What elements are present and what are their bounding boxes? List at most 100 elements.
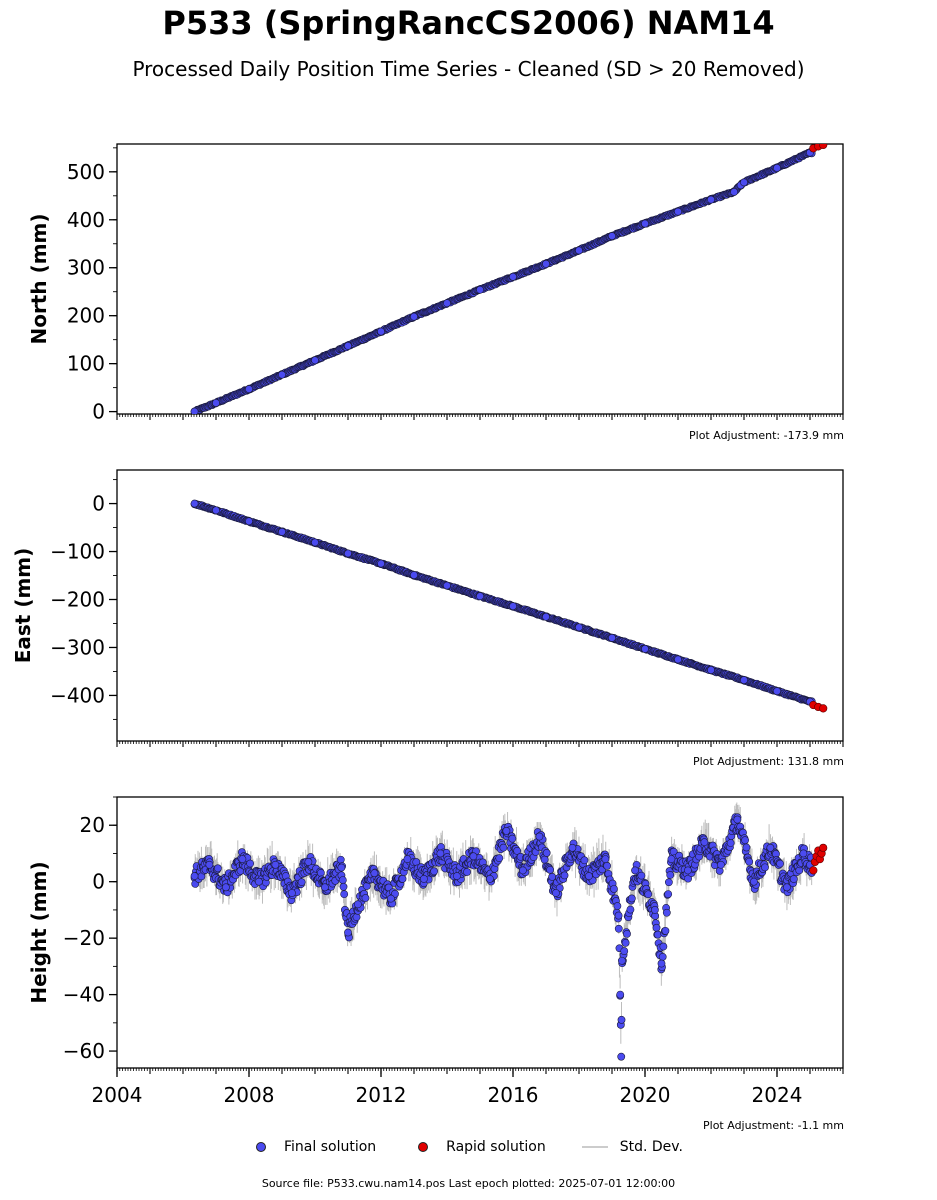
final-solution-point	[304, 858, 313, 866]
final-solution-point	[499, 843, 508, 852]
legend-std: Std. Dev.	[581, 1139, 683, 1155]
north-y-tick-label: 400	[67, 208, 105, 232]
east-plot-adjustment: Plot Adjustment: 131.8 mm	[692, 755, 844, 768]
north-y-tick-label: 100	[67, 352, 105, 376]
final-solution-point	[707, 195, 715, 204]
final-solution-point	[344, 928, 352, 937]
east-y-tick-label: −400	[50, 683, 105, 707]
north-y-tick-label: 200	[67, 304, 105, 328]
final-solution-point	[617, 1052, 626, 1061]
final-solution-point	[311, 538, 319, 547]
final-solution-point	[652, 923, 661, 932]
height-y-tick-label: 0	[92, 870, 105, 894]
final-solution-point	[623, 929, 631, 938]
x-tick-label: 2024	[752, 1083, 803, 1107]
final-solution-point	[287, 889, 296, 897]
final-solution-point	[403, 855, 412, 864]
final-solution-point	[353, 900, 362, 909]
north-y-tick-label: 300	[67, 256, 105, 280]
final-solution-point	[641, 219, 649, 228]
final-solution-point	[674, 207, 682, 216]
legend: Final solution Rapid solution Std. Dev.	[250, 1136, 719, 1158]
final-solution-point	[617, 1015, 626, 1024]
final-solution-point	[700, 838, 709, 847]
final-solution-point	[542, 612, 550, 621]
final-solution-point	[410, 312, 418, 321]
east-y-tick-label: −300	[50, 635, 105, 659]
final-solution-point	[717, 860, 725, 869]
final-solution-point	[509, 602, 517, 611]
final-solution-point	[370, 869, 379, 878]
final-solution-point	[361, 894, 370, 902]
final-solution-point	[377, 327, 385, 336]
final-solution-point	[603, 861, 611, 870]
final-solution-point	[419, 874, 428, 883]
final-solution-point	[707, 666, 715, 674]
legend-final-label: Final solution	[284, 1139, 377, 1155]
final-solution-point	[340, 890, 349, 899]
final-solution-point	[238, 855, 247, 864]
final-solution-point	[684, 874, 692, 883]
final-solution-point	[476, 285, 484, 294]
height-y-tick-label: −60	[63, 1039, 105, 1063]
x-tick-label: 2016	[488, 1083, 539, 1107]
final-solution-point	[320, 883, 329, 892]
final-solution-point	[658, 952, 667, 961]
std-dev-line	[581, 1146, 608, 1148]
final-solution-point	[766, 843, 775, 852]
final-solution-point	[430, 867, 439, 876]
final-solution-point	[674, 655, 682, 664]
rapid-solution-point	[819, 144, 828, 150]
final-solution-point	[205, 860, 214, 869]
final-solution-point	[336, 855, 345, 864]
final-solution-point	[386, 894, 395, 903]
height-data-group	[190, 802, 828, 1061]
final-solution-point	[666, 871, 675, 879]
final-solution-point	[485, 874, 494, 883]
final-solution-point	[316, 868, 325, 877]
final-solution-point	[271, 860, 280, 869]
final-solution-point	[614, 911, 623, 920]
final-solution-point	[783, 883, 791, 892]
final-solution-point	[410, 571, 418, 579]
final-solution-point	[246, 859, 255, 868]
final-solution-point	[476, 592, 484, 601]
final-solution-point	[212, 506, 220, 515]
final-solution-point	[352, 913, 361, 922]
final-solution-point	[657, 959, 666, 968]
final-solution-point	[614, 924, 623, 933]
final-solution-point	[560, 871, 569, 880]
final-solution-point	[664, 878, 673, 887]
legend-rapid: Rapid solution	[412, 1139, 546, 1155]
height-y-tick-label: −20	[63, 926, 105, 950]
final-solution-point	[463, 868, 471, 876]
east-y-axis-label: East (mm)	[11, 548, 35, 664]
final-solution-point	[513, 846, 522, 855]
final-solution-point	[618, 956, 626, 965]
rapid-solution-marker	[418, 1142, 429, 1152]
final-solution-point	[610, 885, 618, 893]
final-solution-point	[613, 902, 622, 910]
north-data-group	[190, 144, 828, 414]
final-solution-point	[789, 875, 798, 883]
height-y-tick-label: −40	[63, 983, 105, 1007]
final-solution-point	[221, 883, 230, 892]
final-solution-point	[339, 882, 348, 891]
final-solution-point	[627, 894, 636, 903]
east-y-tick-label: 0	[92, 492, 105, 516]
final-solution-point	[733, 815, 742, 824]
final-solution-point	[620, 947, 629, 956]
x-tick-label: 2008	[224, 1083, 275, 1107]
final-solution-point	[338, 876, 347, 884]
final-solution-point	[659, 942, 668, 951]
final-solution-point	[469, 852, 478, 861]
x-tick-label: 2020	[620, 1083, 671, 1107]
final-solution-point	[661, 926, 670, 935]
final-solution-point	[344, 549, 352, 558]
final-solution-point	[730, 188, 738, 196]
final-solution-point	[540, 855, 549, 864]
final-solution-point	[575, 246, 583, 255]
final-solution-point	[761, 863, 769, 872]
final-solution-point	[213, 864, 222, 873]
